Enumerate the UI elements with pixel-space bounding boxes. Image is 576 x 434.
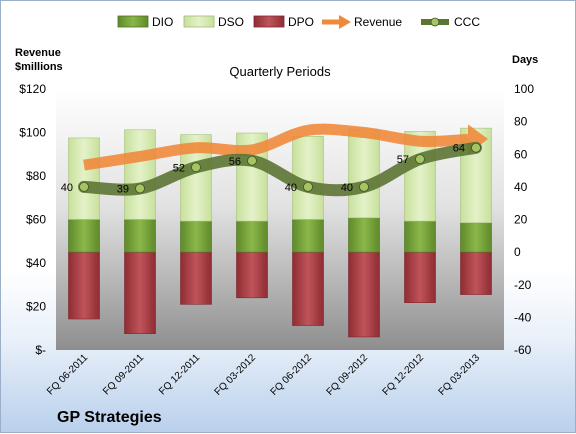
category-label: FQ 03-2013 [437,352,483,398]
bar-dio [292,219,324,253]
revenue-line [83,123,469,171]
bar-dio [460,222,492,253]
ccc-data-label: 40 [61,182,73,194]
legend-swatch-dpo [253,15,285,28]
right-axis-tick-label: 100 [514,82,534,96]
ccc-point [359,181,369,192]
legend-label-dso: DSO [218,15,244,29]
category-label: FQ 12-2011 [157,352,202,397]
left-axis-tick-label: $20 [26,300,46,314]
legend: DIO DSO DPO Revenue CCC [117,15,480,29]
right-axis-tick-label: -60 [514,343,532,357]
category-label: FQ 06-2011 [45,352,90,397]
bar-dio [124,219,156,253]
ccc-line-layer: 40 39 52 56 40 40 57 64 [61,141,482,197]
legend-swatch-dio [117,15,149,28]
ccc-point [415,154,425,165]
bar-dio [348,217,380,253]
category-label: FQ 09-2012 [325,352,371,398]
right-axis-tick-label: 60 [514,147,528,161]
right-axis-tick-label: 80 [514,115,528,129]
left-axis-title-line2: $millions [15,61,63,73]
ccc-line [78,141,482,197]
left-axis: $- $20 $40 $60 $80 $100 $120 [19,82,46,357]
right-axis: -60 -40 -20 0 20 40 60 80 100 [514,82,534,357]
left-axis-tick-label: $120 [19,82,46,96]
left-axis-tick-label: $- [35,343,46,357]
category-label: FQ 03-2012 [213,352,259,398]
plot-area [56,89,504,350]
bar-dpo [348,251,380,338]
ccc-data-label: 57 [397,154,409,166]
ccc-point [471,142,481,153]
legend-label-ccc: CCC [454,15,480,29]
right-axis-tick-label: -20 [514,278,532,292]
legend-label-dio: DIO [152,15,173,29]
right-axis-tick-label: 0 [514,245,521,259]
right-axis-tick-label: -40 [514,310,532,324]
bar-dso [124,129,156,220]
left-axis-title-line1: Revenue [15,47,61,59]
category-label: FQ 06-2012 [269,352,315,398]
bar-dpo [404,251,436,303]
legend-swatch-dso [183,15,215,28]
left-axis-tick-label: $40 [26,256,46,270]
bar-dio [404,220,436,253]
bar-dso [348,129,380,219]
ccc-data-label: 40 [285,182,297,194]
bar-dpo [68,251,100,320]
left-axis-tick-label: $80 [26,169,46,183]
left-axis-tick-label: $60 [26,213,46,227]
legend-swatch-ccc [421,17,449,27]
right-axis-title: Days [512,54,538,66]
ccc-data-label: 64 [453,143,465,155]
bar-dpo [180,251,212,305]
chart-title: Quarterly Periods [229,64,331,79]
bar-dpo [460,251,492,295]
bar-dio [180,220,212,253]
bar-dio [236,220,268,253]
company-name: GP Strategies [57,409,162,426]
right-axis-tick-label: 40 [514,180,528,194]
ccc-point [247,155,257,166]
legend-label-dpo: DPO [288,15,314,29]
ccc-data-label: 40 [341,182,353,194]
bar-dpo [236,251,268,299]
bar-dpo [292,251,324,326]
bar-dso [68,137,100,220]
right-axis-tick-label: 20 [514,213,528,227]
bar-dpo [124,251,156,334]
ccc-point [303,181,313,192]
category-label: FQ 12-2012 [381,352,427,398]
ccc-point [79,181,89,192]
ccc-data-label: 52 [173,162,185,174]
legend-swatch-revenue [322,15,351,29]
ccc-data-label: 39 [117,184,129,196]
bar-dio [68,219,100,253]
ccc-data-label: 56 [229,156,241,168]
left-axis-tick-label: $100 [19,126,46,140]
category-labels: FQ 06-2011 FQ 09-2011 FQ 12-2011 FQ 03-2012… [45,352,482,398]
category-label: FQ 09-2011 [101,352,146,397]
ccc-point [135,183,145,194]
ccc-point [191,162,201,173]
legend-label-revenue: Revenue [354,15,402,29]
